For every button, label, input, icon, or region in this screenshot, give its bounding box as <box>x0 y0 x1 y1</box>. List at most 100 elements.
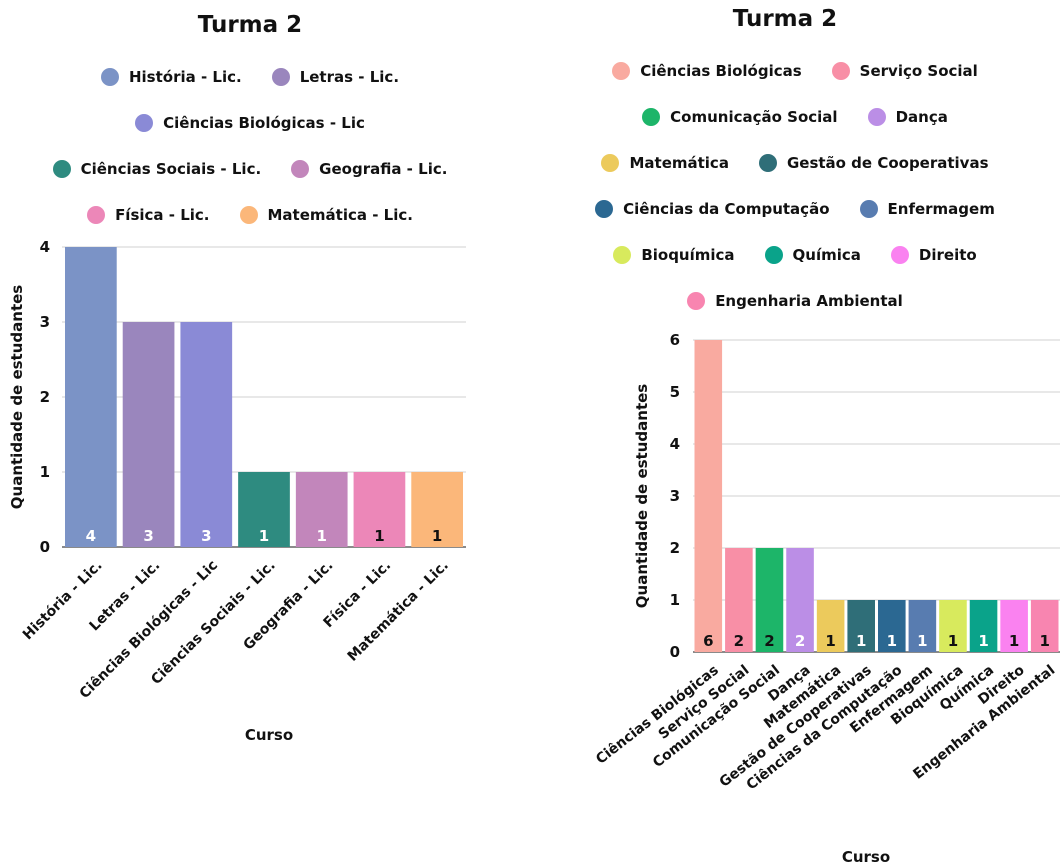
legend-swatch <box>271 68 290 86</box>
legend-item[interactable]: Ciências Sociais - Lic. <box>52 160 262 178</box>
chart-title: Turma 2 <box>732 6 838 32</box>
legend-swatch <box>595 200 614 218</box>
y-tick-label: 5 <box>670 383 680 401</box>
bar[interactable] <box>1000 600 1028 652</box>
bar[interactable] <box>122 322 175 547</box>
bar[interactable] <box>969 600 998 652</box>
bar[interactable] <box>939 600 967 652</box>
bar-value-label: 1 <box>978 632 988 650</box>
legend-swatch <box>642 108 661 126</box>
y-tick-label: 6 <box>670 331 680 349</box>
bar-value-label: 1 <box>259 527 269 545</box>
y-tick-label: 3 <box>40 313 50 331</box>
legend-item[interactable]: Dança <box>867 108 948 126</box>
bar-value-label: 2 <box>795 632 805 650</box>
legend-item[interactable]: Ciências Biológicas <box>612 62 802 80</box>
bar-value-label: 4 <box>86 527 96 545</box>
legend-swatch <box>100 68 119 86</box>
legend-item[interactable]: Direito <box>890 246 977 264</box>
bar[interactable] <box>878 600 906 652</box>
legend-item[interactable]: Enfermagem <box>859 200 995 218</box>
legend-swatch <box>859 200 878 218</box>
bar-value-label: 6 <box>703 632 713 650</box>
legend-item[interactable]: Ciências da Computação <box>595 200 830 218</box>
legend-swatch <box>764 246 783 264</box>
legend-row: História - Lic. Letras - Lic. <box>0 54 500 100</box>
legend-swatch <box>87 206 106 224</box>
legend-item[interactable]: Letras - Lic. <box>271 68 400 86</box>
y-axis-label: Quantidade de estudantes <box>8 285 26 510</box>
y-tick-label: 0 <box>670 643 680 661</box>
x-axis-label: Curso <box>245 726 293 744</box>
legend-row: Engenharia Ambiental <box>530 278 1060 324</box>
legend-item[interactable]: Bioquímica <box>613 246 735 264</box>
legend-row: Ciências Sociais - Lic. Geografia - Lic. <box>0 146 500 192</box>
legend-item[interactable]: Ciências Biológicas - Lic <box>135 114 365 132</box>
legend-swatch <box>239 206 258 224</box>
bar-value-label: 1 <box>887 632 897 650</box>
bar[interactable] <box>65 247 117 547</box>
chart-panel-left: Turma 2 História - Lic. Letras - Lic. Ciên… <box>0 0 500 864</box>
bar[interactable] <box>816 600 845 652</box>
y-tick-label: 1 <box>670 591 680 609</box>
legend-swatch <box>613 246 632 264</box>
legend-item[interactable]: Física - Lic. <box>87 206 210 224</box>
bar[interactable] <box>353 472 406 547</box>
legend-row: Bioquímica Química Direito <box>530 232 1060 278</box>
legend-label: Engenharia Ambiental <box>715 292 903 310</box>
legend-label: Letras - Lic. <box>299 68 400 86</box>
bar[interactable] <box>295 472 348 547</box>
legend-label: Ciências Sociais - Lic. <box>80 160 262 178</box>
legend-item[interactable]: Engenharia Ambiental <box>687 292 903 310</box>
bar[interactable] <box>786 548 814 652</box>
bar[interactable] <box>725 548 753 652</box>
legend-swatch <box>612 62 631 80</box>
legend-item[interactable]: Matemática - Lic. <box>239 206 413 224</box>
bar[interactable] <box>238 472 290 547</box>
legend-item[interactable]: Geografia - Lic. <box>291 160 447 178</box>
bar-value-label: 1 <box>856 632 866 650</box>
bar[interactable] <box>1030 600 1059 652</box>
chart-title: Turma 2 <box>197 12 303 38</box>
legend-swatch <box>687 292 706 310</box>
legend-label: Geografia - Lic. <box>319 160 448 178</box>
bar[interactable] <box>411 472 463 547</box>
bar[interactable] <box>755 548 784 652</box>
legend-item[interactable]: Matemática <box>601 154 729 172</box>
legend-row: Física - Lic. Matemática - Lic. <box>0 192 500 238</box>
bar-value-label: 2 <box>764 632 774 650</box>
bar[interactable] <box>847 600 875 652</box>
legend-item[interactable]: Gestão de Cooperativas <box>758 154 989 172</box>
legend-label: Comunicação Social <box>670 108 838 126</box>
bar-value-label: 1 <box>1039 632 1049 650</box>
legend-swatch <box>135 114 154 132</box>
legend-label: Química <box>792 246 861 264</box>
y-tick-label: 2 <box>40 388 50 406</box>
legend-item[interactable]: História - Lic. <box>100 68 242 86</box>
legend-row: Comunicação Social Dança <box>530 94 1060 140</box>
bar-value-label: 1 <box>917 632 927 650</box>
legend-item[interactable]: Química <box>764 246 861 264</box>
legend-item[interactable]: Serviço Social <box>831 62 978 80</box>
legend-label: Direito <box>918 246 977 264</box>
legend-label: Ciências Biológicas - Lic <box>163 114 365 132</box>
legend-label: Gestão de Cooperativas <box>786 154 989 172</box>
bar[interactable] <box>180 322 233 547</box>
legend-label: Serviço Social <box>859 62 978 80</box>
legend-swatch <box>890 246 909 264</box>
legend-label: Ciências Biológicas <box>640 62 802 80</box>
legend-row: Matemática Gestão de Cooperativas <box>530 140 1060 186</box>
legend-swatch <box>758 154 777 172</box>
y-tick-label: 4 <box>670 435 680 453</box>
bar-value-label: 1 <box>432 527 442 545</box>
legend-item[interactable]: Comunicação Social <box>642 108 838 126</box>
bar[interactable] <box>908 600 937 652</box>
chart-legend: Ciências Biológicas Serviço Social Comunic… <box>530 48 1060 324</box>
bar[interactable] <box>694 340 723 652</box>
legend-label: Física - Lic. <box>115 206 210 224</box>
legend-swatch <box>831 62 850 80</box>
legend-swatch <box>52 160 71 178</box>
bar-value-label: 1 <box>948 632 958 650</box>
legend-label: História - Lic. <box>128 68 242 86</box>
